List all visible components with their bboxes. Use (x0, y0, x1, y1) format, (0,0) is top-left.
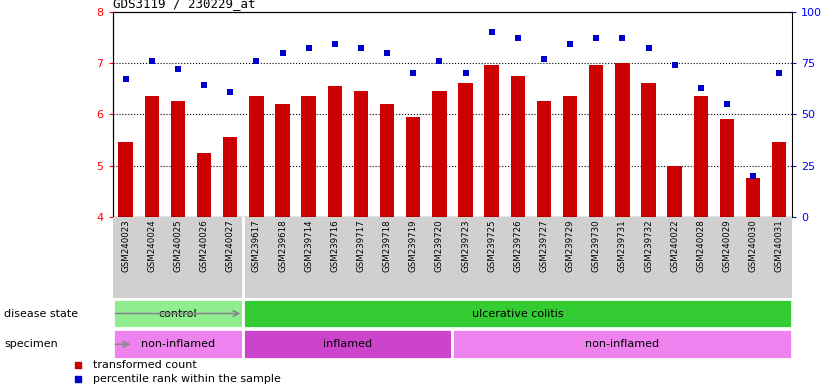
Text: GSM239618: GSM239618 (278, 219, 287, 272)
Point (668, 62, 681, 68)
Bar (589, 65, 604, 217)
Bar (485, 65, 499, 217)
Bar (452, 329, 792, 359)
Text: GSM239617: GSM239617 (252, 219, 261, 272)
Bar (197, 153, 211, 217)
Bar (244, 299, 792, 328)
Bar (249, 96, 264, 217)
Bar (301, 96, 316, 217)
Bar (667, 166, 682, 217)
Point (772, 70, 786, 76)
Point (537, 56, 550, 62)
Text: specimen: specimen (4, 339, 58, 349)
Text: GSM240027: GSM240027 (226, 219, 234, 272)
Bar (275, 104, 289, 217)
Bar (720, 119, 734, 217)
Text: inflamed: inflamed (324, 339, 373, 349)
Point (433, 58, 446, 64)
Point (302, 45, 315, 51)
Bar (510, 76, 525, 217)
Text: GSM239726: GSM239726 (513, 219, 522, 272)
Bar (537, 101, 551, 217)
Point (171, 66, 184, 72)
Point (406, 70, 420, 76)
Point (276, 50, 289, 56)
Bar (223, 137, 238, 217)
Text: GSM240025: GSM240025 (173, 219, 183, 272)
Text: GSM240031: GSM240031 (775, 219, 784, 272)
Text: GSM240028: GSM240028 (696, 219, 706, 272)
Text: GSM240023: GSM240023 (121, 219, 130, 272)
Bar (171, 101, 185, 217)
Point (328, 41, 341, 48)
Text: percentile rank within the sample: percentile rank within the sample (93, 374, 280, 384)
Bar (772, 142, 786, 217)
Point (721, 101, 734, 107)
Point (642, 45, 656, 51)
Point (590, 35, 603, 41)
Bar (432, 91, 446, 217)
Text: GSM240030: GSM240030 (749, 219, 757, 272)
Text: GSM239717: GSM239717 (356, 219, 365, 272)
Bar (113, 329, 244, 359)
Point (694, 84, 707, 91)
Point (249, 58, 263, 64)
Text: GSM239714: GSM239714 (304, 219, 313, 272)
Bar (406, 117, 420, 217)
Point (198, 83, 211, 89)
Text: GSM240022: GSM240022 (671, 219, 679, 272)
Text: GSM239716: GSM239716 (330, 219, 339, 272)
Text: disease state: disease state (4, 308, 78, 319)
Bar (694, 96, 708, 217)
Text: GSM240026: GSM240026 (199, 219, 208, 272)
Bar (354, 91, 368, 217)
Point (119, 76, 133, 83)
Bar (144, 96, 159, 217)
Bar (563, 96, 577, 217)
Text: GSM240024: GSM240024 (148, 219, 156, 272)
Point (511, 35, 525, 41)
Bar (380, 104, 394, 217)
Point (354, 45, 368, 51)
Point (564, 41, 577, 48)
Bar (615, 63, 630, 217)
Text: non-inflamed: non-inflamed (141, 339, 215, 349)
Text: GSM240029: GSM240029 (722, 219, 731, 272)
Text: GDS3119 / 230229_at: GDS3119 / 230229_at (113, 0, 255, 10)
Bar (746, 179, 761, 217)
Text: GSM239720: GSM239720 (435, 219, 444, 272)
Point (485, 29, 499, 35)
Point (224, 89, 237, 95)
Point (380, 50, 394, 56)
Point (746, 173, 760, 179)
Bar (641, 83, 656, 217)
Text: GSM239725: GSM239725 (487, 219, 496, 272)
Bar (459, 83, 473, 217)
Text: GSM239729: GSM239729 (565, 219, 575, 272)
Text: ulcerative colitis: ulcerative colitis (472, 308, 564, 319)
Text: GSM239732: GSM239732 (644, 219, 653, 272)
Text: GSM239718: GSM239718 (383, 219, 392, 272)
Point (615, 35, 629, 41)
Text: GSM239723: GSM239723 (461, 219, 470, 272)
Point (145, 58, 158, 64)
Bar (328, 86, 342, 217)
Text: control: control (158, 308, 198, 319)
Point (72, 376, 85, 382)
Text: transformed count: transformed count (93, 360, 196, 370)
Bar (113, 299, 244, 328)
Text: GSM239719: GSM239719 (409, 219, 418, 272)
Bar (118, 142, 133, 217)
Point (459, 70, 472, 76)
Text: GSM239731: GSM239731 (618, 219, 627, 272)
Bar (244, 329, 452, 359)
Text: GSM239727: GSM239727 (540, 219, 549, 272)
Text: GSM239730: GSM239730 (592, 219, 600, 272)
Text: non-inflamed: non-inflamed (585, 339, 660, 349)
Point (72, 362, 85, 368)
